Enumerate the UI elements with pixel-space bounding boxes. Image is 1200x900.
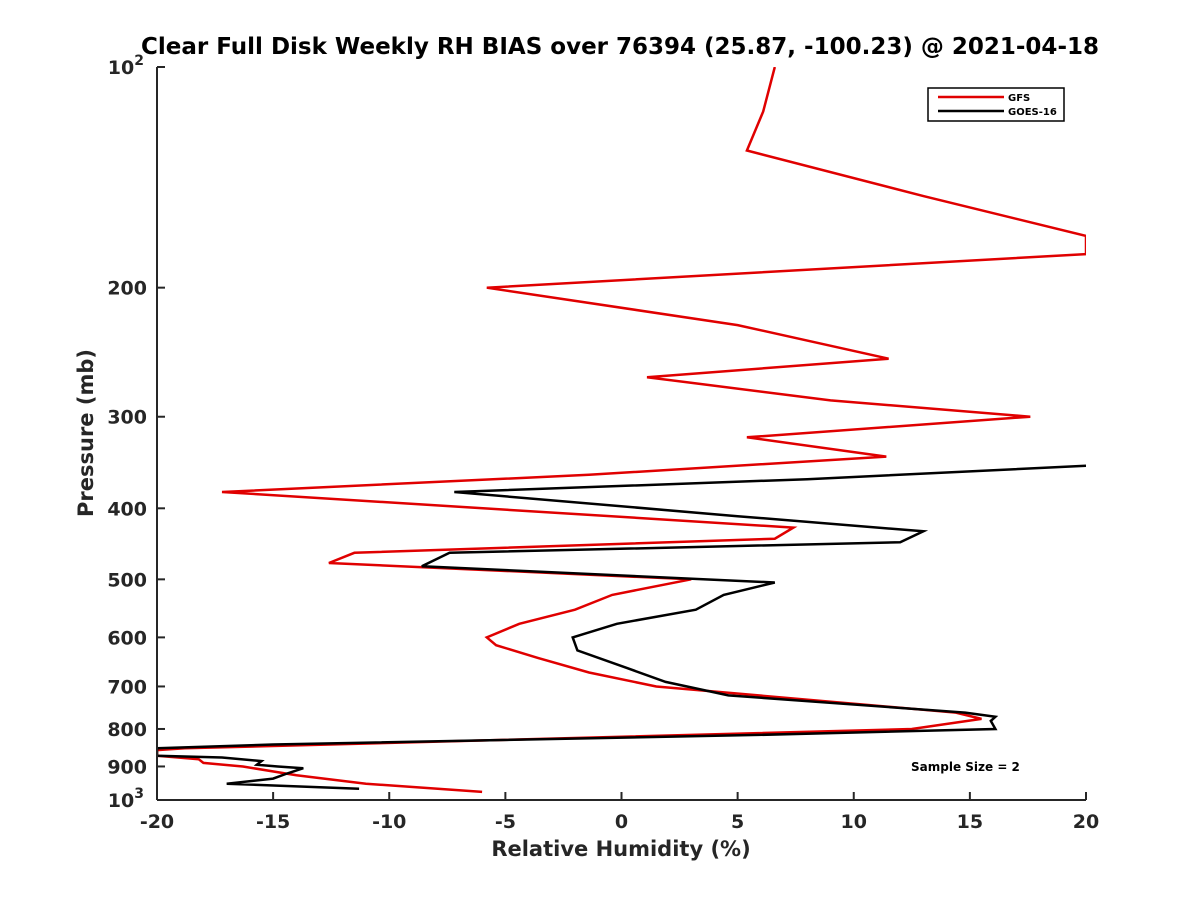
y-tick-label: 800: [107, 719, 147, 741]
y-axis-ticks: 102 200 300 400 500 600 700 800 900 103: [107, 53, 165, 812]
y-tick-label: 500: [107, 569, 147, 591]
y-tick-label: 600: [107, 627, 147, 649]
legend-label: GOES-16: [1008, 107, 1057, 118]
y-axis-label: Pressure (mb): [74, 349, 98, 517]
plot-background: [157, 67, 1086, 800]
x-tick-label: -15: [256, 811, 290, 833]
y-tick-label: 700: [107, 676, 147, 698]
x-tick-label: -5: [495, 811, 516, 833]
legend-label: GFS: [1008, 93, 1030, 104]
series-layer: [157, 67, 1086, 794]
x-tick-label: 10: [841, 811, 867, 833]
x-axis-ticks: -20 -15 -10 -5 0 5 10 15 20: [140, 792, 1099, 833]
x-axis-label: Relative Humidity (%): [491, 837, 750, 861]
x-tick-label: 20: [1073, 811, 1099, 833]
chart-title: Clear Full Disk Weekly RH BIAS over 7639…: [141, 34, 1099, 60]
x-tick-label: 15: [957, 811, 983, 833]
y-tick-label: 300: [107, 407, 147, 429]
y-tick-label: 103: [108, 786, 144, 812]
y-tick-label: 200: [107, 278, 147, 300]
series-line-goes-16: [157, 464, 1086, 790]
x-tick-label: 5: [731, 811, 744, 833]
legend-box: [927, 87, 1065, 122]
y-tick-label: 900: [107, 756, 147, 778]
y-tick-label: 102: [108, 53, 144, 79]
plot-area: [157, 67, 1086, 800]
x-tick-label: -20: [140, 811, 174, 833]
legend: GFS GOES-16: [927, 87, 1065, 122]
y-tick-label: 400: [107, 498, 147, 520]
sample-size-annotation: Sample Size = 2: [911, 760, 1020, 774]
x-tick-label: -10: [372, 811, 406, 833]
x-tick-label: 0: [615, 811, 628, 833]
